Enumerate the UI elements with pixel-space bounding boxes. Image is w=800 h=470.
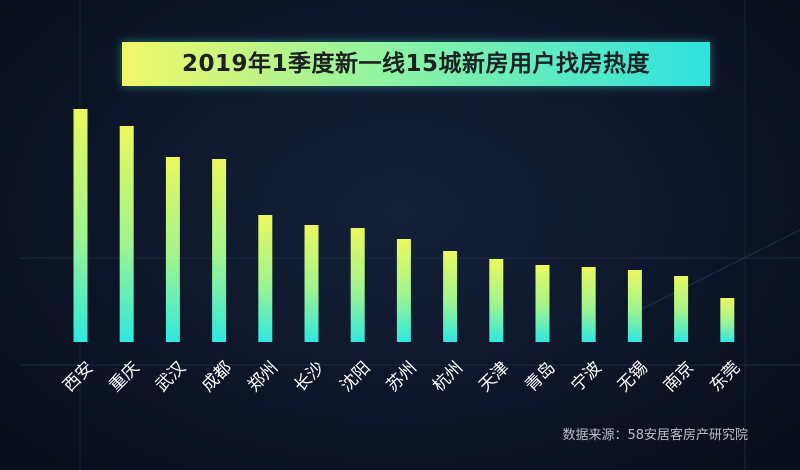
x-label-5: 长沙 <box>290 358 328 396</box>
bar-12 <box>628 270 642 342</box>
bar-6 <box>351 228 365 342</box>
x-label-13: 南京 <box>660 358 698 396</box>
bars-group <box>74 109 735 342</box>
bar-10 <box>536 265 550 342</box>
bar-9 <box>489 259 503 342</box>
bar-5 <box>305 225 319 342</box>
bar-1 <box>120 126 134 342</box>
x-label-0: 西安 <box>59 358 97 396</box>
x-label-4: 郑州 <box>244 358 282 396</box>
bar-11 <box>582 267 596 342</box>
bar-2 <box>166 157 180 342</box>
x-label-12: 无锡 <box>614 358 652 396</box>
bar-0 <box>74 109 88 342</box>
x-label-6: 沈阳 <box>337 358 375 396</box>
bar-13 <box>674 276 688 342</box>
x-label-3: 成都 <box>198 358 236 396</box>
x-label-14: 东莞 <box>706 358 744 396</box>
bar-7 <box>397 239 411 342</box>
x-label-11: 宁波 <box>568 358 606 396</box>
x-axis-labels: 西安 重庆 武汉 成都 郑州 长沙 沈阳 苏州 杭州 天津 青岛 宁波 无锡 南京 东莞 <box>59 358 744 396</box>
x-label-1: 重庆 <box>106 358 144 396</box>
bar-8 <box>443 251 457 342</box>
bar-4 <box>258 215 272 342</box>
x-label-2: 武汉 <box>152 358 190 396</box>
x-label-10: 青岛 <box>521 358 559 396</box>
x-label-7: 苏州 <box>383 358 421 396</box>
data-source-note: 数据来源：58安居客房产研究院 <box>562 424 748 443</box>
bar-14 <box>720 298 734 342</box>
x-label-9: 天津 <box>475 358 513 396</box>
bar-3 <box>212 159 226 342</box>
x-label-8: 杭州 <box>429 358 467 396</box>
